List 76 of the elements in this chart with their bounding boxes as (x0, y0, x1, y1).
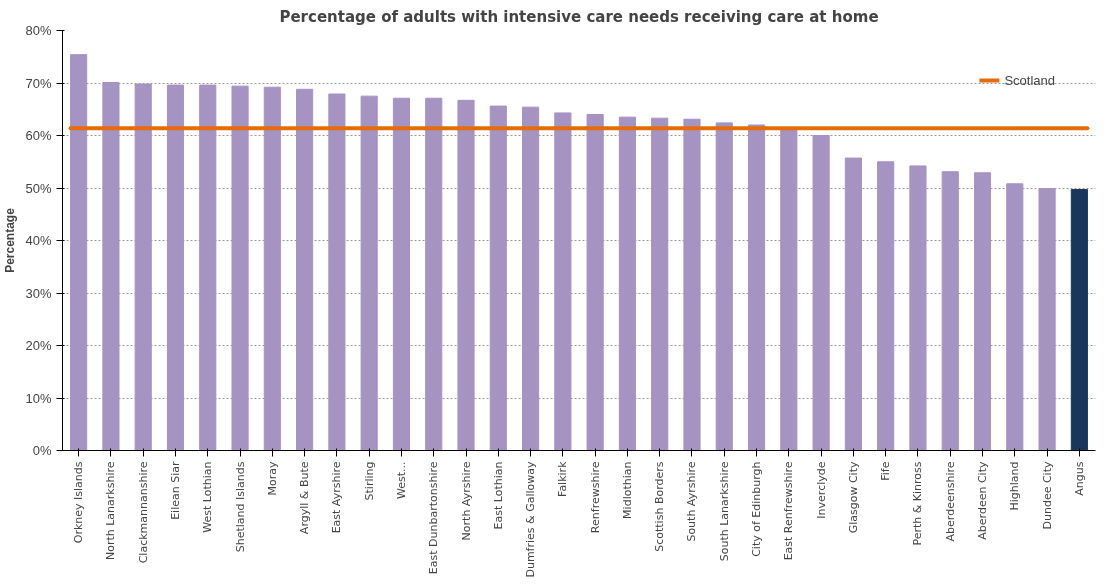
x-tick-label: Aberdeenshire (943, 461, 957, 542)
bar (360, 95, 378, 451)
bar (844, 157, 862, 451)
y-tick-label: 60% (25, 128, 52, 143)
x-tick-label: East Renfrewshire (782, 461, 796, 561)
x-tick-label: West... (394, 461, 408, 500)
x-tick-label: Scottish Borders (653, 461, 667, 552)
chart-title: Percentage of adults with intensive care needs receiving care at home (279, 7, 879, 26)
x-tick-label: Glasgow City (846, 461, 860, 534)
x-tick-label: Highland (1008, 461, 1022, 511)
bar (747, 124, 766, 451)
bar (457, 99, 475, 451)
y-tick-label: 20% (25, 338, 52, 353)
x-tick-label: East Ayrshire (330, 461, 344, 534)
x-tick-label: Moray (265, 461, 279, 496)
bar (425, 97, 443, 451)
x-tick-label: Argyll & Bute (298, 461, 312, 535)
y-axis-title: Percentage (3, 207, 18, 273)
bar (812, 135, 830, 451)
bar (586, 114, 604, 451)
bar (973, 172, 992, 451)
x-tick-label: East Dunbartonshire (427, 461, 441, 575)
bar (134, 83, 152, 451)
bar (166, 84, 185, 451)
bar (328, 93, 346, 451)
bar (715, 122, 733, 451)
x-tick-label: Renfrewshire (588, 461, 602, 534)
x-tick-label: Angus (1072, 461, 1086, 496)
bar (231, 85, 249, 451)
bar (877, 161, 895, 451)
x-tick-label: Stirling (362, 461, 376, 501)
bar (522, 106, 540, 451)
x-tick-label: Dundee City (1040, 461, 1054, 530)
bar (909, 165, 927, 451)
x-tick-label: Perth & Kinross (911, 461, 925, 546)
bar (618, 116, 636, 451)
y-tick-label: 10% (25, 390, 52, 406)
x-tick-label: City of Edinburgh (750, 461, 764, 557)
x-tick-label: South Ayrshire (685, 461, 699, 542)
x-tick-label: Aberdeen City (976, 461, 990, 540)
x-tick-label: North Ayrshire (459, 461, 473, 541)
bar (70, 54, 88, 451)
bar (683, 118, 701, 451)
x-tick-label: Orkney Islands (72, 461, 86, 544)
x-tick-label: East Lothian (491, 461, 505, 530)
x-tick-label: Eilean Siar (168, 461, 182, 520)
bar (199, 84, 217, 451)
y-tick-label: 30% (25, 285, 52, 301)
bar (489, 105, 507, 451)
x-tick-label: Clackmannanshire (136, 461, 150, 564)
bar (651, 117, 669, 451)
bar (263, 86, 281, 451)
legend-label: Scotland (1004, 72, 1055, 88)
x-tick-label: Shetland Islands (233, 461, 247, 553)
x-tick-label: Falkirk (556, 460, 570, 497)
y-tick-label: 80% (25, 23, 52, 38)
x-tick-label: Inverclyde (814, 461, 828, 519)
x-tick-label: Dumfries & Galloway (524, 461, 538, 578)
bar (102, 81, 120, 451)
x-tick-label: West Lothian (201, 461, 215, 533)
bar (392, 97, 411, 451)
y-tick-label: 70% (25, 75, 52, 91)
y-tick-label: 0% (32, 443, 52, 458)
bar (780, 127, 798, 451)
bar (1038, 188, 1056, 451)
x-tick-label: North Lanarkshire (104, 461, 118, 561)
x-tick-label: South Lanarkshire (717, 461, 731, 562)
x-tick-label: Midlothian (620, 461, 634, 519)
y-tick-label: 50% (25, 180, 52, 196)
bar (296, 88, 314, 451)
y-tick-label: 40% (25, 233, 52, 248)
bar (1070, 189, 1088, 451)
bar (941, 171, 959, 451)
bar (554, 112, 572, 451)
bar (1006, 183, 1024, 451)
x-tick-label: Fife (879, 461, 893, 481)
